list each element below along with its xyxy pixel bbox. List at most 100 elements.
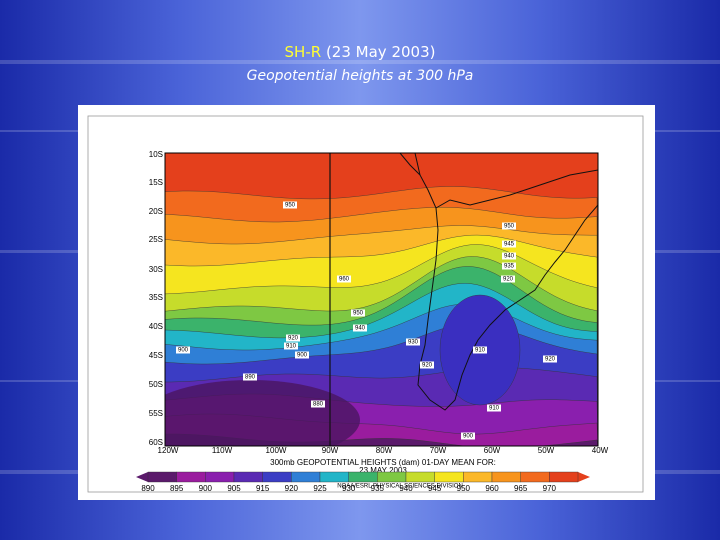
colorbar-box [147,471,177,483]
map-date: 23 MAY 2003 [359,466,407,475]
colorbar-end [578,472,590,482]
latitude-label: 55S [149,409,163,418]
title-date: (23 May 2003) [326,43,436,61]
contour-label-bg [284,342,298,350]
latitude-label: 30S [149,265,163,274]
contour-label: 910 [489,406,500,412]
colorbar-label: 925 [313,484,327,493]
longitude-label: 90W [322,446,339,455]
contour-label-bg [502,262,516,270]
contour-label-bg [286,334,300,342]
colorbar-label: 930 [342,484,356,493]
colorbar-label: 915 [256,484,270,493]
contour-label: 950 [353,311,364,317]
contour-label-bg [243,373,257,381]
latitude-label: 10S [149,150,163,159]
contour-label-bg [337,275,351,283]
colorbar-box [348,471,378,483]
colorbar: 890 895 900 905 915 920 925 930 935 940 945 950 960 9… [136,471,590,493]
contour-label-bg [295,351,309,359]
colorbar-box [520,471,550,483]
contour-label: 950 [285,203,296,209]
longitude-label: 100W [266,446,287,455]
colorbar-label: 940 [399,484,413,493]
contour-label-bg [461,432,475,440]
coastline [329,153,598,446]
colorbar-box [491,471,521,483]
contour-label: 945 [504,242,515,248]
contour-label: 940 [355,326,366,332]
colorbar-label: 965 [514,484,528,493]
contour-label-bg [351,309,365,317]
map-credit: NOAA/ESRL PHYSICAL SCIENCES DIVISION [337,484,463,490]
longitude-label: 120W [158,446,179,455]
contour-label-bg [501,275,515,283]
colorbar-label: 890 [141,484,155,493]
longitude-label: 110W [212,446,233,455]
longitude-label: 50W [538,446,555,455]
contour-label-bg [353,324,367,332]
colorbar-label: 920 [285,484,299,493]
longitude-label: 80W [376,446,393,455]
contour-label: 910 [475,348,486,354]
contour-label-bg [487,404,501,412]
band [165,380,360,446]
contour-label: 890 [245,375,256,381]
map-caption: 300mb GEOPOTENTIAL HEIGHTS (dam) 01-DAY … [270,458,496,467]
contour-label-bg [420,361,434,369]
colorbar-box [319,471,349,483]
colorbar-label: 895 [170,484,184,493]
contour-label: 900 [178,348,189,354]
longitude-label: 70W [430,446,447,455]
contour-label: 935 [504,264,515,270]
colorbar-label: 900 [199,484,213,493]
contour-label: 920 [288,336,299,342]
colorbar-label: 935 [371,484,385,493]
contour-label: 920 [545,357,556,363]
contour-label-bg [502,240,516,248]
slide-title: SH-R (23 May 2003) [285,43,436,61]
latitude-label: 40S [149,322,163,331]
colorbar-box [233,471,263,483]
contour-label-bg [283,201,297,209]
contour-label: 900 [297,353,308,359]
latitude-label: 45S [149,351,163,360]
colorbar-end [136,472,148,482]
colorbar-box [463,471,493,483]
latitude-label: 25S [149,235,163,244]
latitude-label: 50S [149,380,163,389]
colorbar-label: 950 [457,484,471,493]
colorbar-label: 945 [428,484,442,493]
contour-label: 960 [339,277,350,283]
filled-contours [165,153,598,446]
latitude-label: 15S [149,178,163,187]
slide-subtitle: Geopotential heights at 300 hPa [247,68,474,84]
contour-label: 900 [463,434,474,440]
contour-label: 930 [408,340,419,346]
colorbar-label: 960 [485,484,499,493]
longitude-label: 40W [592,446,609,455]
contour-label: 910 [286,344,297,350]
contour-label: 880 [313,402,324,408]
colorbar-label: 905 [227,484,241,493]
contour-label-bg [406,338,420,346]
colorbar-box [405,471,435,483]
colorbar-box [176,471,206,483]
colorbar-box [291,471,321,483]
map-frame [164,152,599,447]
contour-label: 920 [503,277,514,283]
contour-label-bg [311,400,325,408]
latitude-label: 20S [149,207,163,216]
contour-label-bg [502,252,516,260]
contour-label-bg [473,346,487,354]
contour-label-bg [543,355,557,363]
latitude-label: 60S [149,438,163,447]
colorbar-box [377,471,407,483]
longitude-label: 60W [484,446,501,455]
colorbar-box [549,471,579,483]
colorbar-box [262,471,292,483]
contour-label-bg [502,222,516,230]
latitude-label: 35S [149,293,163,302]
colorbar-box [434,471,464,483]
